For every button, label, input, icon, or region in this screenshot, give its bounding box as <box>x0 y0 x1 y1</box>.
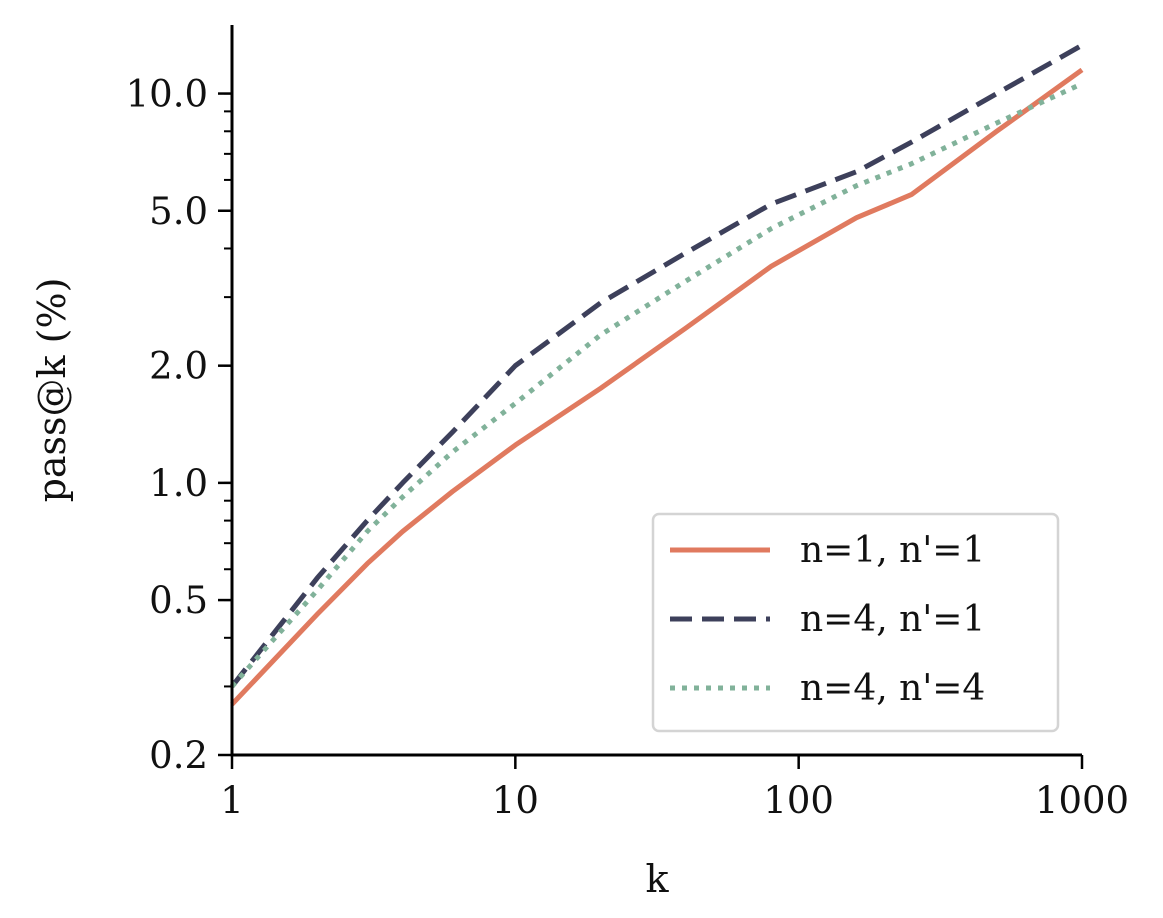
plot-lines <box>230 43 1084 707</box>
x-tick-label: 10 <box>492 779 539 822</box>
y-tick-label: 5.0 <box>149 190 208 233</box>
series-line-2 <box>230 43 1084 688</box>
y-tick-label: 0.2 <box>149 734 208 777</box>
y-tick-label: 0.5 <box>149 579 208 622</box>
x-tick-label: 1000 <box>1035 779 1129 822</box>
series-line-1 <box>230 67 1084 707</box>
y-tick-label: 2.0 <box>149 345 208 388</box>
legend: n=1, n'=1 n=4, n'=1 n=4, n'=4 <box>651 512 1060 733</box>
series-line-3 <box>230 81 1084 689</box>
x-tick-label: 100 <box>763 779 834 822</box>
y-axis-label: pass@k (%) <box>30 278 74 503</box>
x-axis-label: k <box>645 857 669 901</box>
x-tick-label: 1 <box>220 779 244 822</box>
y-tick-label: 10.0 <box>126 73 208 116</box>
legend-label-1: n=1, n'=1 <box>800 530 985 571</box>
legend-label-3: n=4, n'=4 <box>800 668 985 709</box>
axes: 1 10 100 1000 0.2 0.5 1.0 2.0 5.0 10.0 <box>126 25 1129 822</box>
y-tick-label: 1.0 <box>149 462 208 505</box>
legend-box <box>651 512 1060 733</box>
legend-label-2: n=4, n'=1 <box>800 599 985 640</box>
